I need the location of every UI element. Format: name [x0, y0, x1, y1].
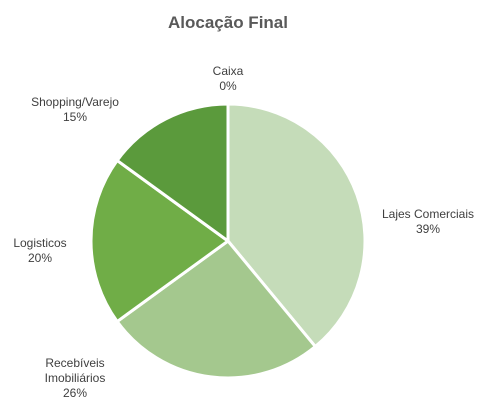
data-label-category: Imobiliários: [45, 371, 106, 385]
pie-slices: [89, 102, 367, 380]
data-label-category: Caixa: [213, 64, 244, 78]
data-label-logisticos: Logisticos 20%: [13, 236, 66, 265]
data-label-category: Shopping/Varejo: [31, 95, 119, 109]
data-label-value: 26%: [63, 386, 87, 400]
pie-slice-lajes-comerciais: [226, 102, 367, 349]
data-label-category: Logisticos: [13, 236, 66, 250]
data-label-value: 39%: [416, 222, 440, 236]
pie-slice-logisticos: [89, 158, 230, 324]
data-label-recebiveis-imobiliarios: Recebíveis Imobiliários 26%: [45, 356, 106, 400]
data-label-category: Lajes Comerciais: [382, 207, 474, 221]
data-label-shopping-varejo: Shopping/Varejo 15%: [31, 95, 119, 124]
data-label-caixa: Caixa 0%: [213, 64, 244, 93]
data-label-category: Recebíveis: [45, 356, 104, 370]
data-label-lajes-comerciais: Lajes Comerciais 39%: [382, 207, 474, 236]
slice-labels: Lajes Comerciais 39% Recebíveis Imobiliário…: [13, 64, 474, 400]
chart-title: Alocação Final: [168, 13, 288, 32]
pie-slice-recebiveis-imobiliarios: [115, 239, 317, 380]
pie-slice-shopping-varejo: [115, 102, 230, 243]
data-label-value: 20%: [28, 251, 52, 265]
data-label-value: 15%: [63, 110, 87, 124]
data-label-value: 0%: [219, 79, 237, 93]
